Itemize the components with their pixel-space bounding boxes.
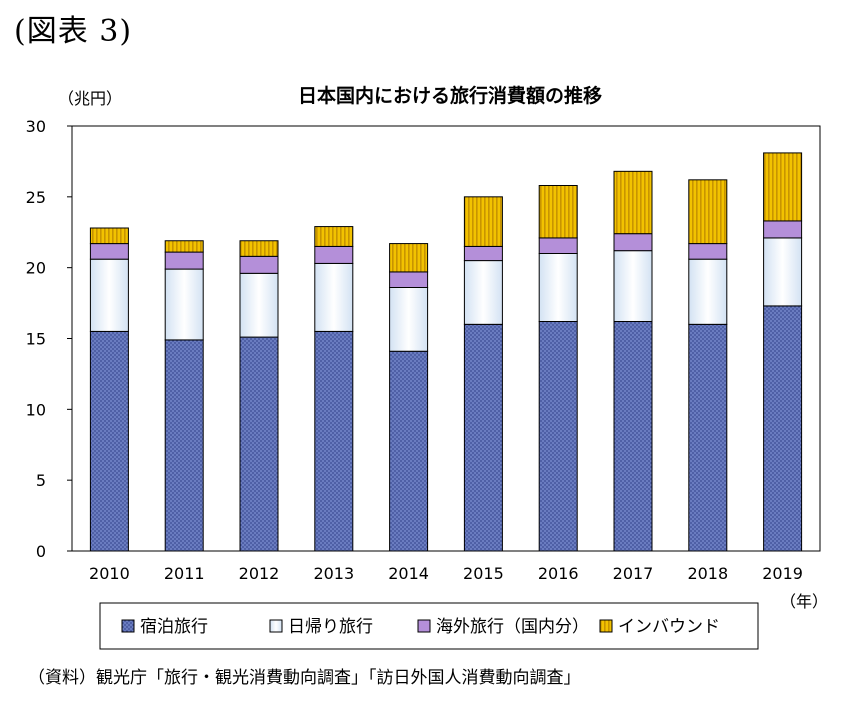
bar-segment [89, 227, 129, 245]
bar-segment [239, 255, 279, 274]
bar-segment [164, 240, 204, 253]
bar-segment [164, 251, 204, 270]
bar-segment [763, 220, 803, 239]
bar-segment [688, 323, 728, 552]
x-tick-label: 2014 [388, 564, 429, 583]
y-tick-label: 5 [36, 471, 46, 490]
bar-segment [389, 243, 429, 273]
bar-segment [164, 268, 204, 341]
legend-label: 日帰り旅行 [288, 617, 373, 637]
bar-segment [389, 287, 429, 352]
bar-segment [389, 350, 429, 552]
y-tick-label: 0 [36, 542, 46, 561]
legend-label: インバウンド [618, 617, 720, 637]
bar-segment [89, 243, 129, 260]
legend-label: 宿泊旅行 [140, 617, 208, 637]
chart-title: 日本国内における旅行消費額の推移 [298, 84, 602, 107]
x-axis: 2010 2011 2012 2013 2014 2015 2016 2017 2018 2019 [89, 564, 803, 583]
bar-segment [314, 330, 354, 552]
bar-segment [763, 237, 803, 307]
bar-segment [463, 196, 503, 247]
x-axis-unit-label: （年） [780, 592, 828, 611]
bar-segment [613, 321, 653, 552]
bar-segment [613, 250, 653, 323]
x-tick-label: 2016 [538, 564, 579, 583]
legend-swatch [121, 619, 135, 633]
bar-segment [314, 226, 354, 247]
x-tick-label: 2011 [164, 564, 205, 583]
bar-segment [688, 258, 728, 325]
bar-segment [538, 253, 578, 322]
y-tick-label: 25 [26, 188, 46, 207]
y-tick-label: 20 [26, 259, 46, 278]
bars [89, 152, 803, 552]
bar-segment [389, 271, 429, 288]
x-tick-label: 2018 [687, 564, 728, 583]
x-tick-label: 2010 [89, 564, 130, 583]
bar-segment [538, 237, 578, 255]
bar-segment [688, 179, 728, 245]
bar-segment [89, 330, 129, 552]
bar-segment [763, 152, 803, 222]
x-tick-label: 2019 [762, 564, 803, 583]
bar-segment [239, 240, 279, 257]
x-tick-label: 2015 [463, 564, 504, 583]
bar-segment [463, 323, 503, 552]
bar-segment [688, 243, 728, 260]
x-tick-label: 2017 [613, 564, 654, 583]
y-tick-label: 30 [26, 117, 46, 136]
legend: 宿泊旅行 日帰り旅行 海外旅行（国内分） インバウンド [121, 617, 720, 637]
bar-segment [538, 185, 578, 239]
bar-segment [314, 245, 354, 264]
bar-segment [463, 245, 503, 262]
bar-segment [613, 233, 653, 252]
source-note: （資料）観光庁「旅行・観光消費動向調査」「訪日外国人消費動向調査」 [28, 668, 581, 688]
legend-swatch [417, 619, 431, 633]
bar-segment [89, 258, 129, 332]
bar-segment [613, 170, 653, 235]
figure-label: (図表 3) [14, 14, 133, 49]
legend-swatch [269, 619, 283, 633]
legend-swatch [599, 619, 613, 633]
y-tick-label: 10 [26, 400, 46, 419]
y-axis-unit-label: （兆円） [58, 89, 122, 108]
bar-segment [239, 272, 279, 338]
bar-segment [763, 305, 803, 552]
bar-segment [463, 260, 503, 325]
bar-segment [239, 336, 279, 552]
bar-segment [538, 321, 578, 552]
bar-segment [314, 262, 354, 332]
x-tick-label: 2013 [313, 564, 354, 583]
legend-label: 海外旅行（国内分） [436, 617, 589, 637]
y-tick-label: 15 [26, 330, 46, 349]
x-tick-label: 2012 [239, 564, 280, 583]
y-axis: 0 5 10 15 20 25 30 [26, 117, 72, 561]
bar-segment [164, 339, 204, 552]
